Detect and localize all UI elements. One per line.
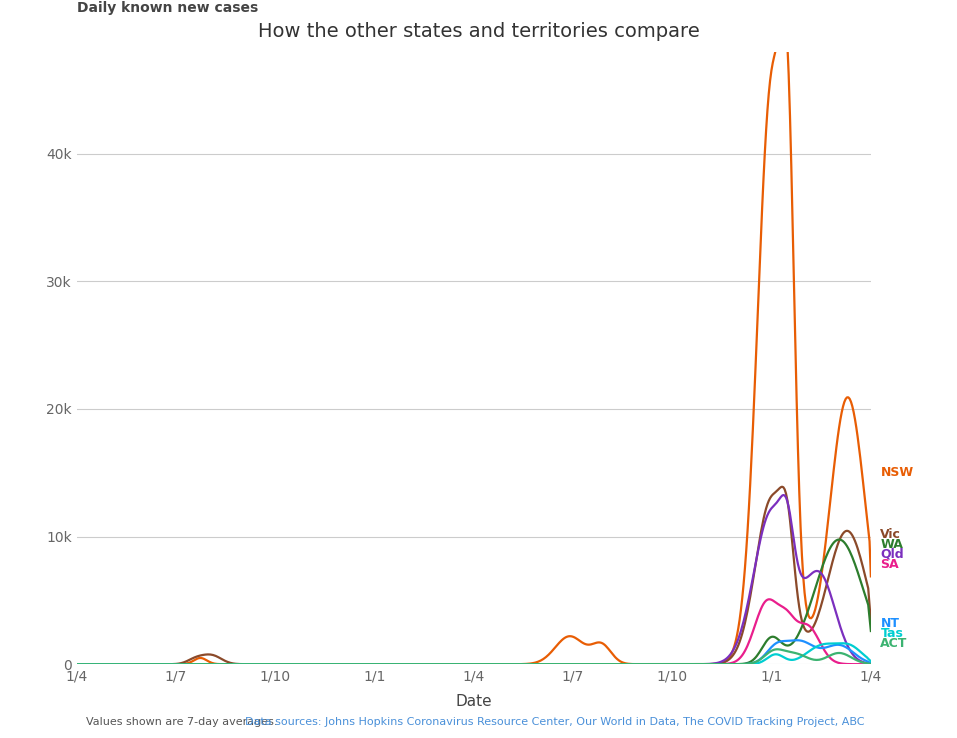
Text: Qld: Qld bbox=[880, 548, 904, 561]
Text: Values shown are 7-day averages.: Values shown are 7-day averages. bbox=[86, 717, 278, 727]
X-axis label: Date: Date bbox=[456, 694, 492, 709]
Text: NSW: NSW bbox=[880, 466, 914, 479]
Text: NT: NT bbox=[880, 617, 900, 630]
Text: WA: WA bbox=[880, 538, 903, 551]
Text: How the other states and territories compare: How the other states and territories com… bbox=[257, 22, 700, 41]
Text: Vic: Vic bbox=[880, 528, 901, 540]
Text: Tas: Tas bbox=[880, 627, 903, 640]
Text: SA: SA bbox=[880, 558, 899, 571]
Text: ACT: ACT bbox=[880, 638, 908, 650]
Text: Daily known new cases: Daily known new cases bbox=[77, 1, 257, 15]
Text: Data sources: Johns Hopkins Coronavirus Resource Center, Our World in Data, The : Data sources: Johns Hopkins Coronavirus … bbox=[245, 717, 864, 727]
